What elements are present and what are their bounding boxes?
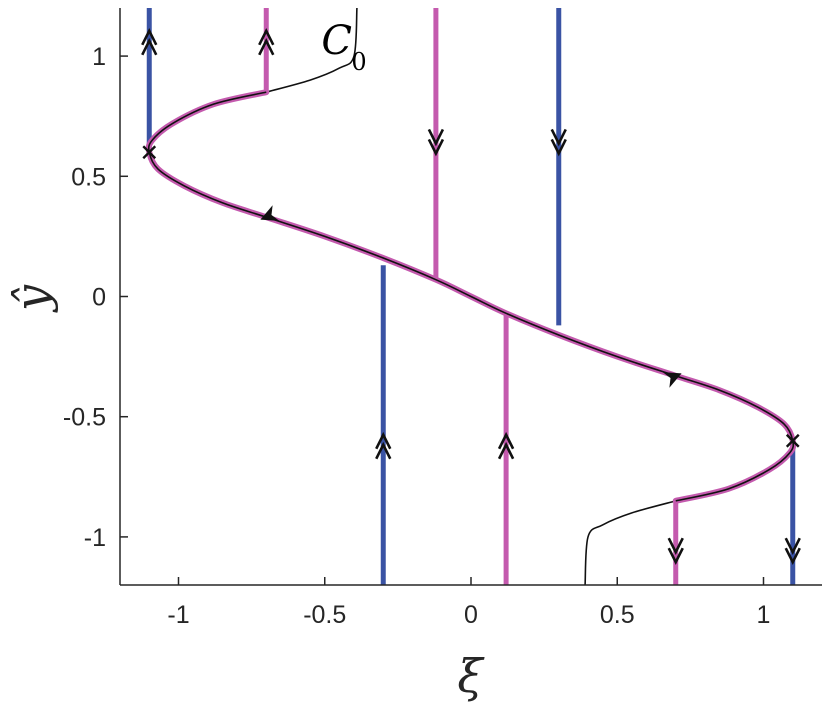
axes-layer: -1 -0.5 0 0.5 1 1 0.5 0 -0.5 -1 xyxy=(63,8,822,629)
y-tick-label-0: 1 xyxy=(92,43,106,71)
trajectory-arrow-5 xyxy=(497,431,515,460)
trajectory-arrow-1 xyxy=(258,27,275,56)
trajectory-arrow-7 xyxy=(784,537,801,566)
y-tick-label-3: -0.5 xyxy=(63,404,106,432)
critical-curve-core xyxy=(147,91,795,502)
trajectory-arrow-4 xyxy=(375,431,392,460)
y-axis-label: ŷ xyxy=(5,284,59,313)
x-tick-label-1: -0.5 xyxy=(303,601,346,629)
y-tick-label-1: 0.5 xyxy=(71,163,106,191)
boundary-curve-1 xyxy=(584,500,676,586)
trajectory-arrow-6 xyxy=(667,537,684,566)
y-tick-label-4: -1 xyxy=(84,524,106,552)
x-tick-label-3: 0.5 xyxy=(600,601,635,629)
curves-layer xyxy=(145,7,797,586)
y-tick-label-2: 0 xyxy=(92,284,106,312)
x-axis-label: ξ xyxy=(457,649,485,703)
x-tick-label-4: 1 xyxy=(757,601,771,629)
fold-point-1 xyxy=(785,433,800,448)
x-tick-label-0: -1 xyxy=(167,601,189,629)
curve-arrow-0 xyxy=(260,205,280,221)
curve-label-subscript: 0 xyxy=(351,48,366,76)
trajectory-arrow-3 xyxy=(550,128,567,157)
boundary-curve-0 xyxy=(266,7,358,93)
curve-arrow-1 xyxy=(662,372,682,388)
trajectory-arrow-0 xyxy=(141,27,158,56)
curve-label: C xyxy=(321,18,352,64)
x-tick-label-2: 0 xyxy=(464,601,478,629)
fold-point-0 xyxy=(142,145,157,160)
trajectory-arrow-2 xyxy=(427,128,445,157)
